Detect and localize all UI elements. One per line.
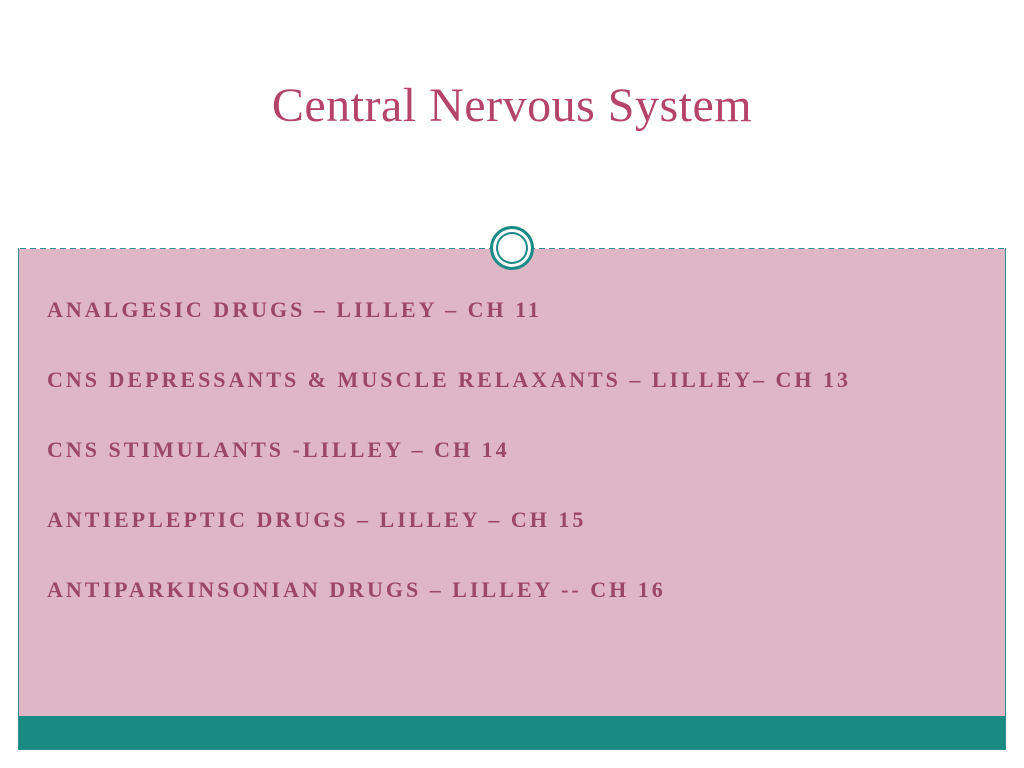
list-item: ANTIPARKINSONIAN DRUGS – LILLEY -- CH 16 (47, 577, 977, 603)
list-item: ANALGESIC DRUGS – LILLEY – CH 11 (47, 297, 977, 323)
divider-circle-icon (490, 226, 534, 270)
content-area: ANALGESIC DRUGS – LILLEY – CH 11 CNS DEP… (19, 249, 1005, 716)
footer-bar (19, 716, 1005, 749)
slide-title: Central Nervous System (272, 78, 752, 133)
content-list: ANALGESIC DRUGS – LILLEY – CH 11 CNS DEP… (47, 297, 977, 603)
list-item: CNS DEPRESSANTS & MUSCLE RELAXANTS – LIL… (47, 367, 977, 393)
list-item: ANTIEPLEPTIC DRUGS – LILLEY – CH 15 (47, 507, 977, 533)
list-item: CNS STIMULANTS -LILLEY – CH 14 (47, 437, 977, 463)
title-area: Central Nervous System (18, 18, 1006, 248)
